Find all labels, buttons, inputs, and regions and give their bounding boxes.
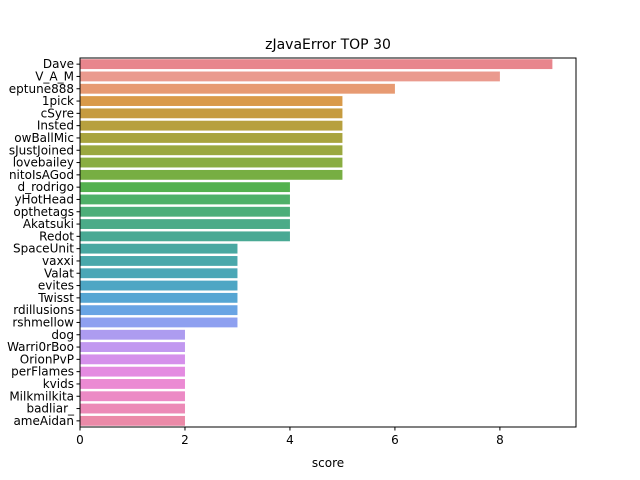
bar-17 — [80, 268, 238, 279]
y-tick-label-6: owBallMic — [14, 131, 74, 145]
y-tick-label-15: SpaceUnit — [13, 242, 74, 256]
bar-23 — [80, 342, 185, 352]
chart-title: zJavaError TOP 30 — [265, 37, 391, 53]
y-tick-label-25: perFlames — [11, 365, 74, 379]
bar-0 — [80, 59, 553, 70]
bar-29 — [80, 415, 185, 426]
bar-13 — [80, 219, 290, 229]
y-tick-label-12: opthetags — [13, 205, 74, 219]
y-tick-label-23: Warri0rBoo — [7, 340, 74, 354]
bar-18 — [80, 280, 238, 291]
bar-3 — [80, 96, 343, 106]
y-tick-label-10: d_rodrigo — [18, 180, 74, 194]
y-tick-label-26: kvids — [43, 377, 74, 391]
y-tick-labels: DaveV_A_Meptune8881pickcSyreInstedowBall… — [7, 57, 80, 428]
bar-20 — [80, 305, 238, 316]
y-tick-label-9: nitoIsAGod — [9, 168, 74, 182]
bar-5 — [80, 120, 343, 131]
bar-14 — [80, 231, 290, 242]
y-tick-label-7: sJustJoined — [9, 143, 74, 157]
y-tick-label-29: ameAidan — [13, 414, 74, 428]
bar-22 — [80, 329, 185, 340]
y-tick-label-13: Akatsuki — [23, 217, 74, 231]
x-tick-label-1: 2 — [181, 433, 189, 447]
bar-2 — [80, 83, 395, 94]
bar-19 — [80, 292, 238, 303]
y-tick-label-27: Milkmilkita — [9, 389, 74, 403]
y-tick-label-11: yHotHead — [14, 192, 74, 206]
bar-27 — [80, 391, 185, 402]
y-tick-label-19: Twisst — [37, 291, 74, 305]
y-tick-label-4: cSyre — [41, 106, 74, 120]
x-tick-label-3: 6 — [391, 433, 399, 447]
y-tick-label-3: 1pick — [42, 94, 74, 108]
y-tick-label-5: Insted — [37, 119, 74, 133]
bar-4 — [80, 108, 343, 119]
bar-9 — [80, 169, 343, 180]
y-tick-label-2: eptune888 — [9, 82, 74, 96]
bar-15 — [80, 243, 238, 254]
x-tick-label-2: 4 — [286, 433, 294, 447]
x-tick-label-0: 0 — [76, 433, 84, 447]
plot-frame — [79, 57, 577, 428]
x-axis: 0 2 4 6 8 — [76, 427, 504, 447]
y-tick-label-21: rshmellow — [12, 315, 74, 329]
y-tick-label-14: Redot — [39, 229, 74, 243]
y-tick-label-17: Valat — [44, 266, 74, 280]
bar-24 — [80, 354, 185, 365]
bar-1 — [80, 71, 500, 82]
bar-26 — [80, 379, 185, 389]
bar-16 — [80, 256, 238, 266]
bars-group — [80, 59, 553, 426]
x-tick-label-4: 8 — [496, 433, 504, 447]
y-tick-label-1: V_A_M — [35, 69, 74, 83]
bar-12 — [80, 206, 290, 217]
y-tick-label-8: lovebailey — [13, 156, 74, 170]
bar-7 — [80, 145, 343, 156]
bar-21 — [80, 317, 238, 328]
bar-8 — [80, 157, 343, 168]
bar-6 — [80, 133, 343, 143]
y-tick-label-18: evites — [38, 279, 74, 293]
bar-28 — [80, 403, 185, 414]
y-tick-label-16: vaxxi — [42, 254, 74, 268]
bar-25 — [80, 366, 185, 377]
bar-11 — [80, 194, 290, 205]
y-tick-label-20: rdillusions — [13, 303, 74, 317]
y-tick-label-28: badliar_ — [26, 402, 75, 416]
y-tick-label-22: dog — [51, 328, 74, 342]
x-axis-label: score — [312, 456, 344, 470]
y-tick-label-0: Dave — [43, 57, 74, 71]
y-tick-label-24: OrionPvP — [20, 352, 74, 366]
bar-10 — [80, 182, 290, 193]
